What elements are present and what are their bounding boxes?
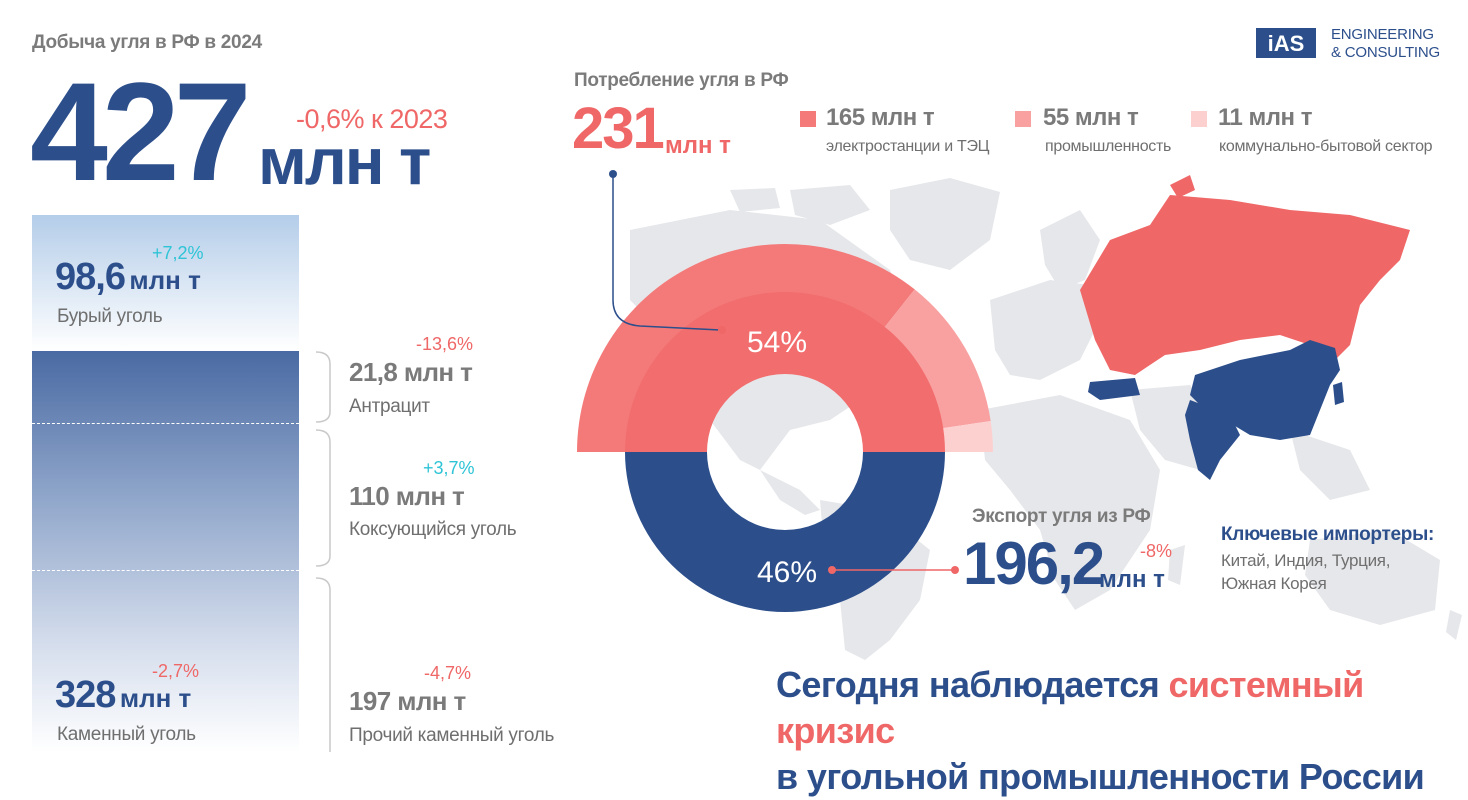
export-value: 196,2 bbox=[963, 530, 1105, 597]
importers-list: Китай, Индия, Турция, Южная Корея bbox=[1221, 551, 1391, 593]
legend-label-industry: промышленность bbox=[1045, 138, 1172, 155]
legend-swatch-housing bbox=[1191, 111, 1207, 127]
production-unit: млн т bbox=[258, 124, 431, 198]
coking-label: Коксующийся уголь bbox=[349, 519, 517, 540]
coking-change: +3,7% bbox=[423, 458, 475, 478]
consumption-connector bbox=[612, 174, 721, 331]
divider-coking bbox=[32, 570, 299, 571]
other-hard-label: Прочий каменный уголь bbox=[349, 725, 555, 746]
legend-label-housing: коммунально-бытовой сектор bbox=[1219, 138, 1433, 155]
brown-coal-label: Бурый уголь bbox=[57, 306, 163, 327]
hard-coal-change: -2,7% bbox=[152, 661, 200, 681]
export-unit: млн т bbox=[1099, 566, 1165, 593]
brown-coal-unit: млн т bbox=[129, 265, 201, 295]
headline-part1: Сегодня наблюдается bbox=[776, 664, 1169, 705]
consumption-title: Потребление угля в РФ bbox=[574, 70, 789, 91]
other-hard-change: -4,7% bbox=[424, 663, 472, 683]
headline: Сегодня наблюдается системный кризис в у… bbox=[776, 662, 1468, 800]
brown-coal-value: 98,6 bbox=[55, 256, 126, 298]
outer-slice-2 bbox=[878, 289, 991, 430]
legend-value-industry: 55 млн т bbox=[1043, 104, 1139, 131]
other-hard-value: 197 млн т bbox=[349, 686, 466, 716]
inner-slice-export bbox=[625, 452, 945, 612]
outer-slice-3 bbox=[933, 420, 993, 452]
consumption-connector-end bbox=[718, 326, 726, 334]
legend-label-power: электростанции и ТЭЦ bbox=[826, 138, 990, 155]
anthracite-value: 21,8 млн т bbox=[349, 357, 473, 387]
headline-highlight: системный кризис bbox=[776, 664, 1364, 751]
export-change: -8% bbox=[1140, 541, 1173, 561]
anthracite-label: Антрацит bbox=[349, 396, 430, 417]
legend-swatch-power bbox=[800, 111, 816, 127]
hard-coal-panel bbox=[32, 351, 299, 752]
consumption-value: 231 bbox=[572, 96, 665, 161]
legend-value-housing: 11 млн т bbox=[1218, 104, 1312, 131]
inner-label-export: 46% bbox=[757, 556, 817, 589]
consumption-connector-dot bbox=[609, 170, 617, 178]
hard-coal-unit: млн т bbox=[119, 683, 192, 713]
export-connector-dot bbox=[828, 566, 836, 574]
india-region bbox=[1185, 400, 1240, 480]
production-value: 427 bbox=[30, 53, 252, 210]
hard-coal-value-row: 328 млн т bbox=[55, 674, 191, 717]
brackets bbox=[315, 351, 331, 752]
production-title: Добыча угля в РФ в 2024 bbox=[32, 32, 262, 53]
coking-value: 110 млн т bbox=[349, 481, 465, 511]
production-change: -0,6% к 2023 bbox=[296, 104, 448, 134]
inner-label-consumption: 54% bbox=[747, 326, 807, 359]
russia-region bbox=[1080, 195, 1410, 375]
legend-value-power: 165 млн т bbox=[826, 104, 935, 131]
export-title: Экспорт угля из РФ bbox=[972, 506, 1151, 527]
brown-coal-value-row: 98,6 млн т bbox=[55, 256, 201, 299]
hard-coal-value: 328 bbox=[55, 674, 116, 716]
logo-line2: & CONSULTING bbox=[1331, 44, 1441, 61]
logo-mark: iAS bbox=[1268, 31, 1305, 56]
consumption-unit: млн т bbox=[665, 132, 731, 159]
outer-slice-1 bbox=[577, 243, 915, 452]
anthracite-change: -13,6% bbox=[416, 334, 474, 354]
divider-anthracite bbox=[32, 423, 299, 424]
legend-swatch-industry bbox=[1015, 111, 1031, 127]
company-logo: iAS bbox=[1256, 28, 1316, 58]
korea-region bbox=[1333, 382, 1344, 405]
headline-line2: в угольной промышленности России bbox=[776, 756, 1425, 797]
headline-line1: Сегодня наблюдается системный кризис bbox=[776, 662, 1468, 754]
logo-line1: ENGINEERING bbox=[1331, 26, 1434, 43]
export-connector-end bbox=[951, 566, 959, 574]
logo-caption: ENGINEERING & CONSULTING bbox=[1331, 26, 1440, 62]
inner-slice-consumption bbox=[625, 292, 945, 452]
importers-title: Ключевые импортеры: bbox=[1221, 524, 1435, 545]
turkey-region bbox=[1088, 378, 1140, 400]
brown-coal-panel bbox=[32, 215, 299, 351]
brown-coal-change: +7,2% bbox=[152, 243, 204, 263]
coal-donut-chart: 54% 46% bbox=[577, 170, 993, 612]
hard-coal-label: Каменный уголь bbox=[57, 724, 196, 745]
